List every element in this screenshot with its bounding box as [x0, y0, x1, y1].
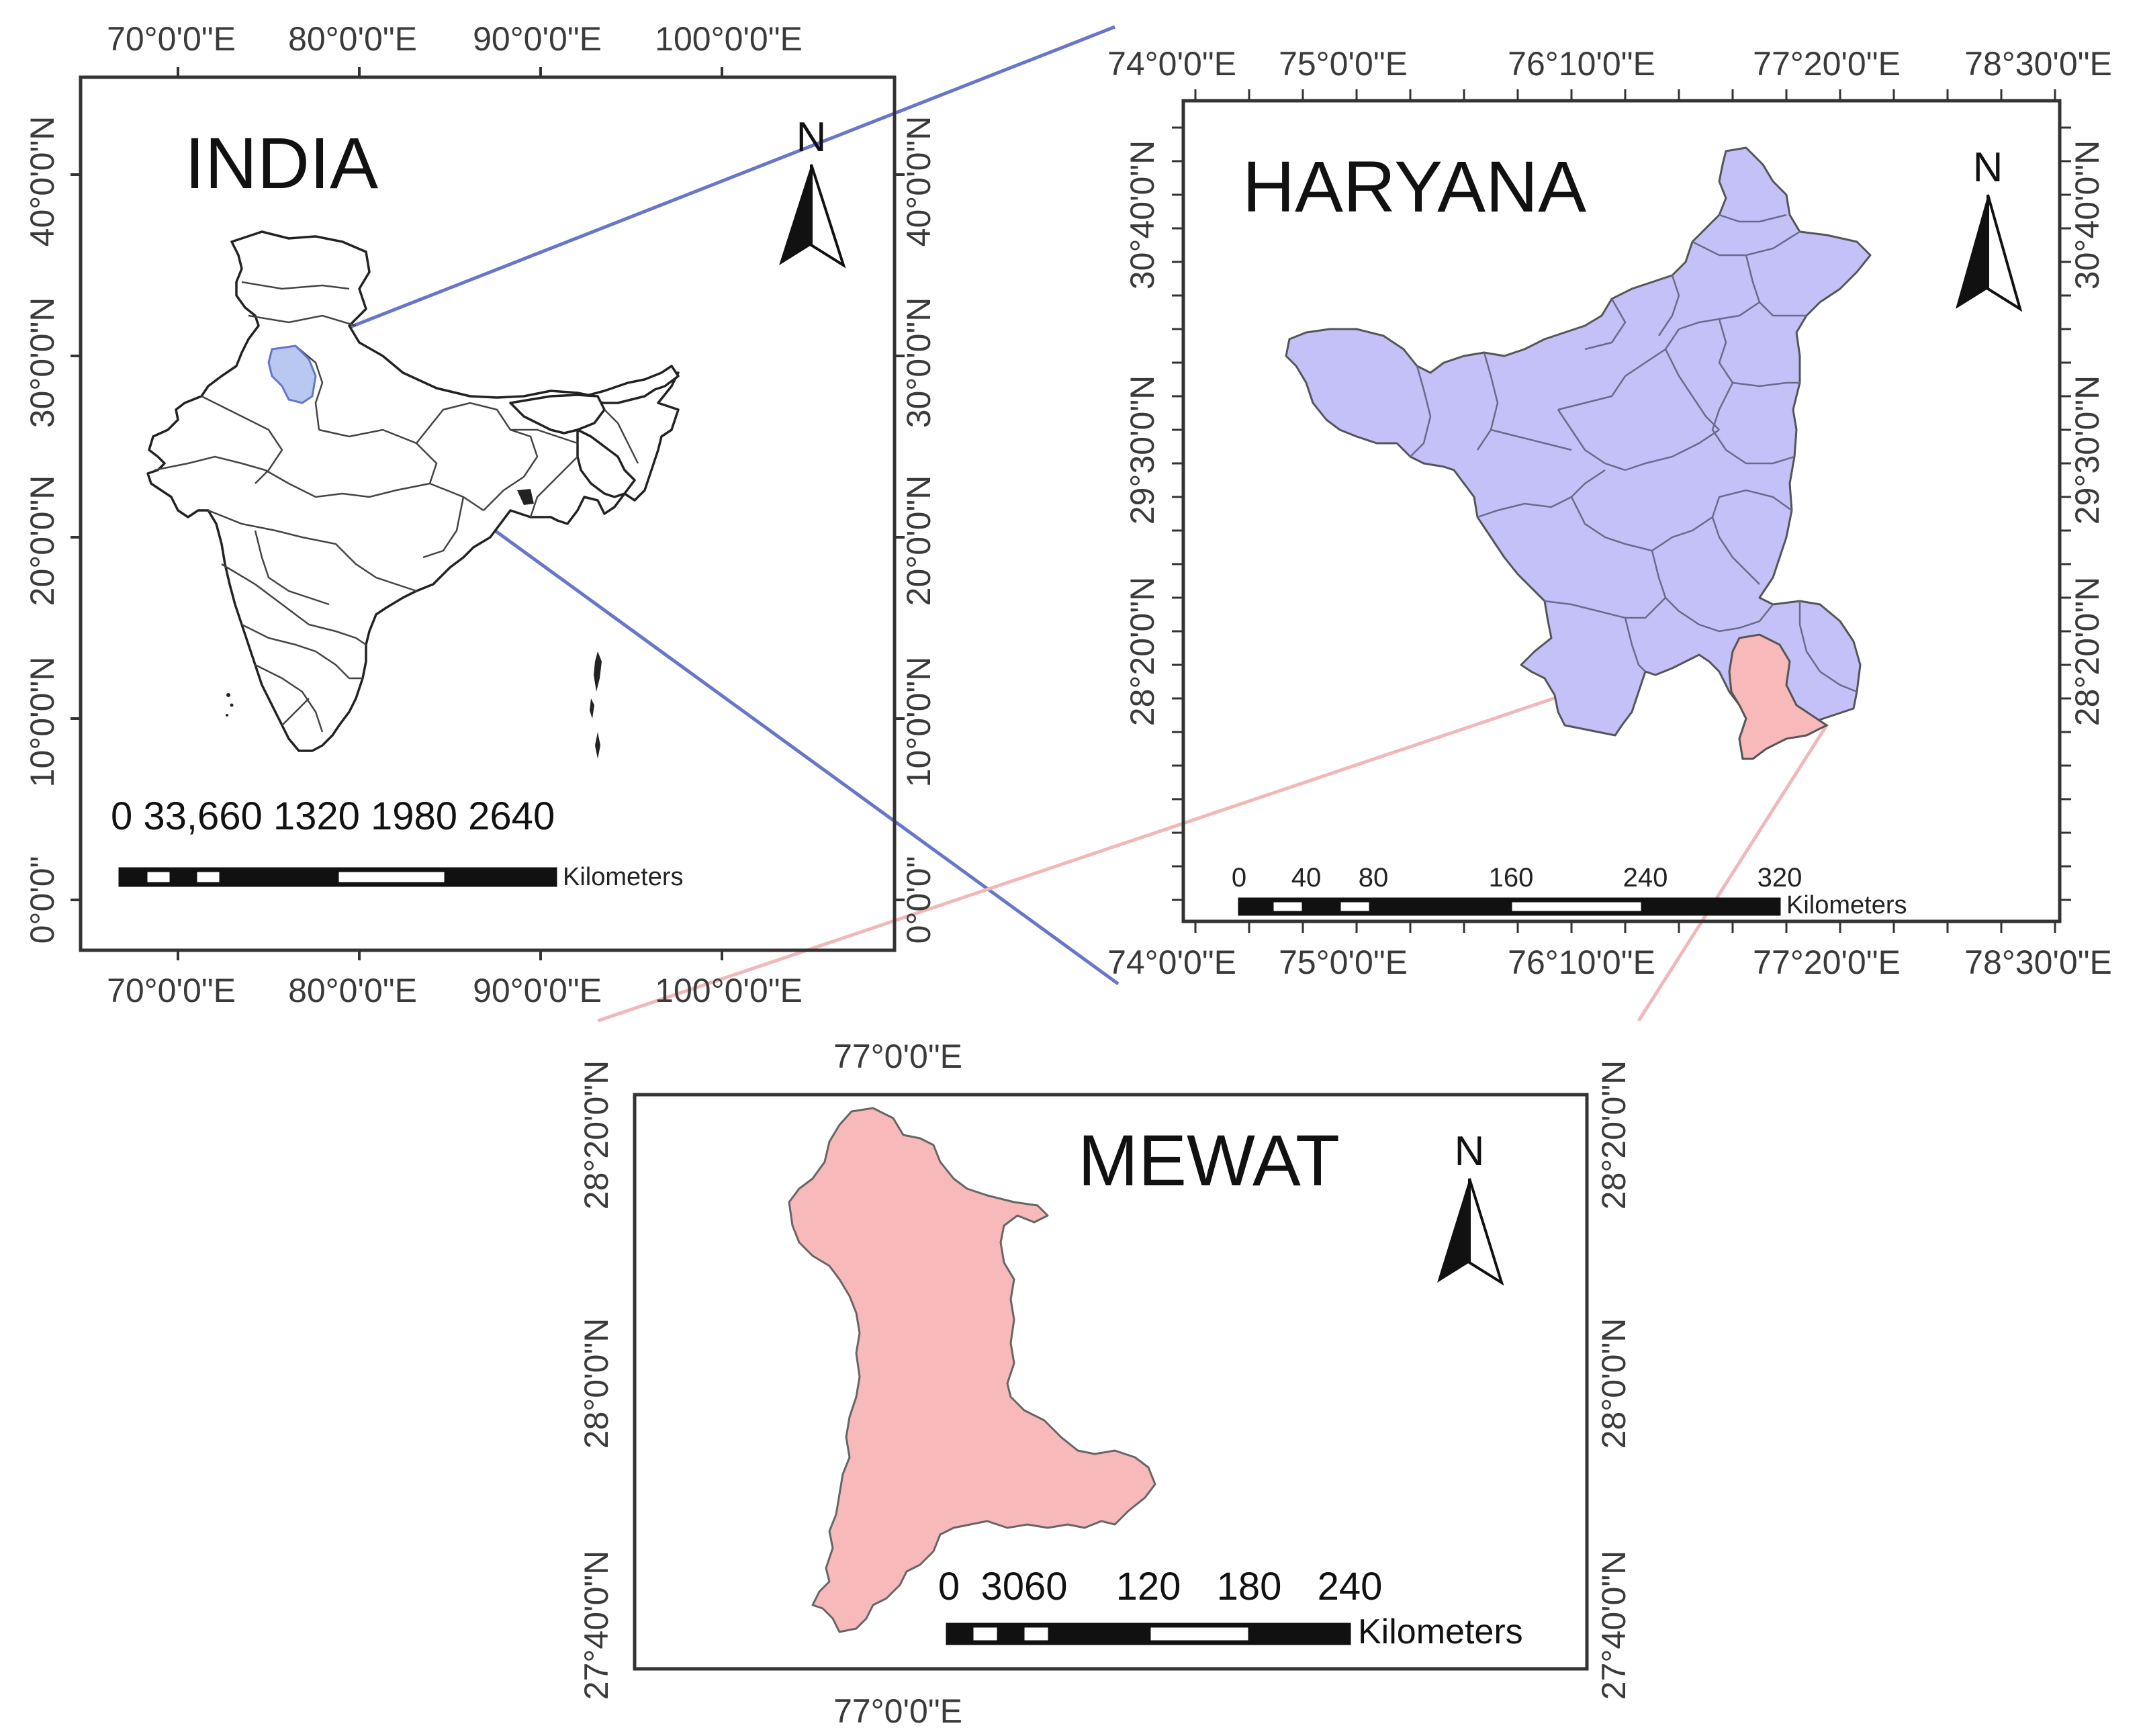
haryana-lon-top-5: 78°30'0"E	[1964, 45, 2112, 83]
haryana-lon-top-1: 74°0'0"E	[1107, 45, 1236, 83]
north-arrow-icon: N	[779, 114, 846, 269]
haryana-lon-bottom-2: 75°0'0"E	[1279, 944, 1408, 981]
india-state-boundaries	[154, 281, 639, 733]
india-scale-unit: Kilometers	[563, 863, 684, 891]
haryana-lat-left-1: 30°40'0"N	[1124, 140, 1161, 289]
mewat-scale-120: 120	[1116, 1565, 1181, 1608]
haryana-lat-right-1: 30°40'0"N	[2068, 140, 2106, 289]
haryana-mewat-highlight	[1728, 633, 1829, 760]
haryana-lon-top-3: 76°10'0"E	[1508, 45, 1655, 83]
india-lat-right-1: 40°0'0"N	[900, 116, 938, 247]
india-northeast-states	[509, 394, 606, 435]
india-lat-left-1: 40°0'0"N	[24, 116, 61, 247]
scale-bar-icon	[946, 1623, 1351, 1645]
india-lon-bottom-1: 70°0'0"E	[107, 972, 236, 1009]
india-lat-right-4: 10°0'0"N	[900, 657, 938, 788]
india-north-label: N	[796, 114, 827, 161]
mewat-lat-left-1: 28°20'0"N	[578, 1060, 615, 1209]
india-map-frame	[79, 75, 897, 952]
mewat-scale-180: 180	[1217, 1565, 1282, 1608]
haryana-scale-0: 0	[1232, 863, 1246, 893]
haryana-lon-bottom-5: 78°30'0"E	[1964, 944, 2112, 981]
mewat-lon-bottom: 77°0'0"E	[833, 1692, 962, 1730]
india-lon-top-4: 100°0'0"E	[655, 20, 803, 58]
haryana-lat-right-3: 28°20'0"N	[2068, 577, 2106, 726]
india-northeast-shape	[583, 365, 680, 404]
india-lat-left-2: 30°0'0"N	[24, 298, 61, 428]
mewat-map-frame	[633, 1093, 1589, 1671]
india-to-haryana-line-top	[302, 25, 1115, 348]
haryana-lon-bottom-1: 74°0'0"E	[1107, 944, 1236, 981]
mewat-lat-left-3: 27°40'0"N	[578, 1551, 615, 1700]
haryana-scale-240: 240	[1623, 863, 1668, 893]
haryana-lat-right-2: 29°30'0"N	[2068, 375, 2106, 524]
india-lat-right-3: 20°0'0"N	[900, 475, 938, 606]
india-frame-ticks	[71, 67, 905, 960]
mewat-north-label: N	[1455, 1128, 1485, 1175]
north-arrow-icon: N	[1437, 1128, 1504, 1286]
haryana-lon-top-4: 77°20'0"E	[1753, 45, 1901, 83]
haryana-district-boundaries	[1410, 214, 1858, 693]
scale-bar-icon	[1238, 897, 1781, 916]
mewat-lat-right-1: 28°20'0"N	[1595, 1060, 1633, 1209]
haryana-lon-top-2: 75°0'0"E	[1279, 45, 1408, 83]
mewat-district-shape	[788, 1107, 1156, 1633]
mewat-lat-left-2: 28°0'0"N	[578, 1318, 615, 1449]
india-map-title: INDIA	[185, 122, 378, 203]
india-lat-right-2: 30°0'0"N	[900, 298, 938, 428]
india-lon-top-1: 70°0'0"E	[107, 20, 236, 58]
haryana-lat-left-2: 29°30'0"N	[1124, 375, 1161, 524]
haryana-north-label: N	[1973, 144, 2003, 191]
mewat-map-panel: 77°0'0"E 77°0'0"E 28°20'0"N 28°0'0"N 27°…	[578, 1038, 1633, 1730]
mewat-lat-right-3: 27°40'0"N	[1595, 1551, 1633, 1700]
india-lon-bottom-3: 90°0'0"E	[473, 972, 602, 1009]
india-lon-top-2: 80°0'0"E	[288, 20, 417, 58]
india-map-panel: 70°0'0"E 80°0'0"E 90°0'0"E 100°0'0"E 70°…	[24, 20, 938, 1009]
haryana-scale-unit: Kilometers	[1786, 891, 1907, 919]
india-lon-bottom-2: 80°0'0"E	[288, 972, 417, 1009]
haryana-lat-left-3: 28°20'0"N	[1124, 577, 1161, 726]
north-arrow-icon: N	[1956, 144, 2023, 312]
india-lon-bottom-4: 100°0'0"E	[655, 972, 803, 1009]
mewat-lat-right-2: 28°0'0"N	[1595, 1318, 1633, 1449]
haryana-scale-40: 40	[1291, 863, 1322, 893]
haryana-scale-80: 80	[1359, 863, 1389, 893]
haryana-scale-320: 320	[1758, 863, 1802, 893]
haryana-scale-160: 160	[1489, 863, 1534, 893]
india-lat-left-5: 0°0'0"	[24, 856, 61, 944]
mewat-map-title: MEWAT	[1078, 1120, 1340, 1201]
india-lat-left-4: 10°0'0"N	[24, 657, 61, 788]
india-haryana-highlight	[267, 345, 317, 404]
haryana-lon-bottom-4: 77°20'0"E	[1753, 944, 1901, 981]
mewat-scale-3060: 3060	[980, 1565, 1067, 1608]
scale-bar-icon	[118, 867, 557, 887]
mewat-scale-unit: Kilometers	[1358, 1612, 1523, 1651]
india-lat-left-3: 20°0'0"N	[24, 475, 61, 606]
india-east-region	[576, 428, 636, 498]
india-lon-top-3: 90°0'0"E	[473, 20, 602, 58]
haryana-map-panel: 74°0'0"E 75°0'0"E 76°10'0"E 77°20'0"E 78…	[1107, 45, 2112, 981]
mewat-lon-top: 77°0'0"E	[833, 1038, 962, 1075]
haryana-lon-bottom-3: 76°10'0"E	[1508, 944, 1655, 981]
india-islands	[226, 489, 602, 759]
haryana-frame-ticks	[1172, 89, 2071, 933]
india-scale-numbers: 0 33,660 1320 1980 2640	[111, 794, 555, 838]
haryana-state-shape	[1285, 146, 1872, 760]
haryana-to-mewat-line-right	[1637, 724, 1829, 1022]
mewat-scale-0: 0	[938, 1565, 960, 1608]
haryana-map-frame	[1181, 99, 2062, 923]
mewat-scale-240: 240	[1318, 1565, 1383, 1608]
haryana-map-title: HARYANA	[1242, 146, 1586, 227]
india-lat-right-5: 0°0'0"	[900, 856, 938, 944]
